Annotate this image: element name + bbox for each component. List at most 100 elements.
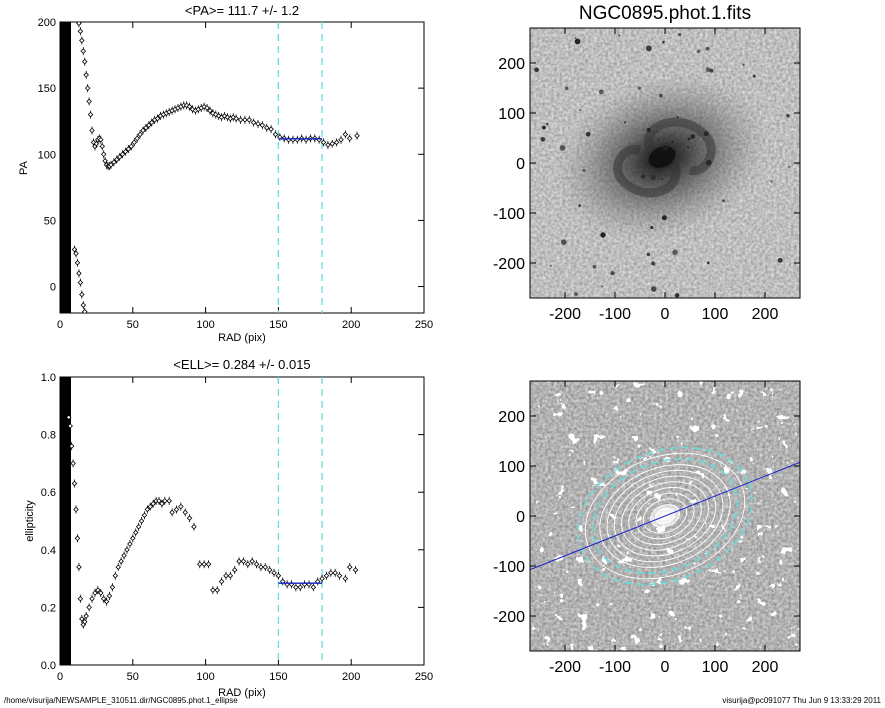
data-point <box>342 131 349 138</box>
data-point <box>65 414 72 421</box>
ell-panel: <ELL>= 0.284 +/- 0.015 0 50 100 150 200 250 0… <box>24 357 433 699</box>
data-point <box>116 154 123 160</box>
data-point <box>89 127 95 134</box>
data-point <box>70 460 76 467</box>
y-tick-label: -100 <box>493 206 525 223</box>
data-point <box>112 572 119 579</box>
data-point <box>135 523 142 530</box>
spiral-arm-south <box>613 144 681 198</box>
data-point <box>263 125 270 131</box>
footer-path: /home/visurija/NEWSAMPLE_310511.dir/NGC0… <box>4 696 238 705</box>
star <box>706 261 710 265</box>
data-point <box>79 37 85 44</box>
pa-bounds <box>277 22 323 313</box>
star <box>661 40 665 44</box>
x-tick-label: 100 <box>702 306 729 323</box>
data-point <box>74 259 81 266</box>
star <box>687 137 691 141</box>
star <box>786 113 790 118</box>
data-point <box>215 113 222 119</box>
data-point <box>89 595 95 602</box>
data-point <box>227 572 234 579</box>
y-tick-label: 0.8 <box>41 430 56 442</box>
star <box>574 38 581 45</box>
y-tick-label: 200 <box>498 56 525 73</box>
y-tick-label: -100 <box>493 559 525 576</box>
star <box>585 131 591 137</box>
x-tick-label: 0 <box>57 319 63 331</box>
data-point <box>81 58 88 65</box>
data-point <box>148 119 155 126</box>
data-point <box>109 584 116 591</box>
data-point <box>258 564 264 570</box>
data-point <box>95 587 101 593</box>
data-point <box>76 564 82 570</box>
data-point <box>201 103 207 110</box>
data-point <box>186 103 193 110</box>
contour-image <box>530 381 800 651</box>
data-point <box>118 558 124 565</box>
data-point <box>346 135 353 142</box>
star <box>709 68 714 73</box>
pa-panel: <PA>= 111.7 +/- 1.2 0 50 100 150 200 250 0 50 1… <box>18 3 433 344</box>
star <box>777 257 783 263</box>
star <box>678 32 682 37</box>
data-point <box>98 136 104 143</box>
star <box>592 264 597 269</box>
star <box>650 174 656 181</box>
star <box>542 125 546 130</box>
data-point <box>182 509 188 516</box>
star <box>690 133 696 139</box>
data-point <box>336 572 343 579</box>
position-angle-line <box>530 461 800 571</box>
y-tick-label: 50 <box>44 215 56 227</box>
footer-user-timestamp: visurija@pc091077 Thu Jun 9 13:33:29 201… <box>722 696 881 705</box>
data-point <box>352 567 359 573</box>
ell-x-ticks: 0 50 100 150 200 250 <box>57 377 433 683</box>
star <box>687 146 690 149</box>
data-point <box>325 142 331 148</box>
data-point <box>183 102 190 109</box>
star <box>545 122 549 126</box>
data-point <box>141 512 148 519</box>
data-point <box>166 498 172 504</box>
star <box>610 270 615 276</box>
contour-x-ticks: -200 -100 0 100 200 <box>549 381 778 676</box>
data-point <box>111 159 117 165</box>
pa-plot-frame <box>59 21 425 314</box>
data-point <box>92 590 98 596</box>
data-point <box>214 587 221 593</box>
data-point <box>328 570 334 576</box>
star <box>659 93 663 98</box>
x-tick-label: 250 <box>415 671 433 683</box>
star <box>623 121 626 124</box>
data-point <box>125 146 132 152</box>
y-tick-label: 100 <box>498 106 525 123</box>
pa-y-ticks: 0 50 100 150 200 <box>38 17 424 294</box>
star <box>672 249 678 255</box>
data-point <box>74 535 81 542</box>
data-point <box>246 117 253 123</box>
major-axis-line <box>530 461 800 571</box>
data-point <box>76 270 82 277</box>
star <box>646 127 651 132</box>
data-point <box>207 107 213 114</box>
data-point <box>108 162 114 168</box>
data-point <box>81 619 88 625</box>
data-point <box>218 578 225 585</box>
star <box>646 252 651 257</box>
x-tick-label: -200 <box>549 306 581 323</box>
data-point <box>210 587 216 593</box>
data-point <box>79 616 85 622</box>
ell-plot-frame <box>59 376 425 666</box>
data-point <box>255 121 261 127</box>
star <box>752 74 756 78</box>
data-point <box>162 498 168 504</box>
data-point <box>310 584 317 591</box>
y-tick-label: 0 <box>516 509 525 526</box>
data-point <box>346 564 353 570</box>
data-point <box>221 113 228 119</box>
data-point <box>132 529 139 536</box>
data-point <box>253 561 260 567</box>
data-point <box>124 547 130 553</box>
